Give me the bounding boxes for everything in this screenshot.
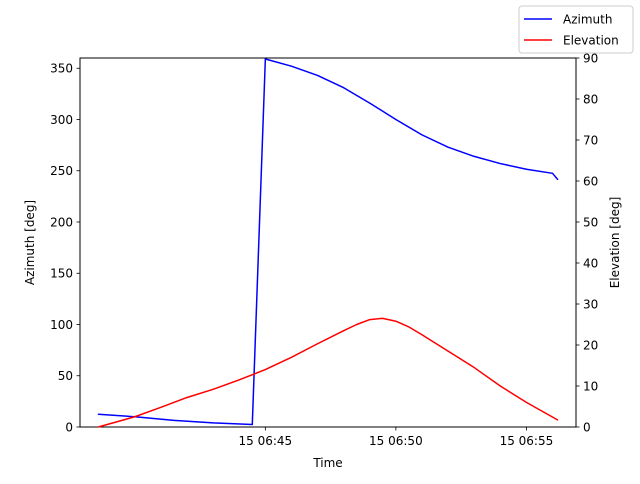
- right-axis-ticks: 0 10 20 30 40 50 60 70 80 90: [576, 51, 598, 434]
- elevation-point: [238, 379, 240, 381]
- elevation-point: [186, 396, 188, 399]
- elevation-point: [343, 330, 345, 332]
- y-right-axis-label: Elevation [deg]: [608, 197, 622, 289]
- y-right-tick-label: 60: [583, 174, 598, 188]
- azimuth-point: [251, 423, 253, 426]
- azimuth-point: [395, 118, 397, 121]
- azimuth-point: [212, 422, 214, 424]
- y-right-tick-label: 30: [583, 297, 598, 311]
- elevation-point: [160, 406, 162, 408]
- elevation-point: [499, 385, 501, 387]
- elevation-point: [382, 317, 384, 319]
- azimuth-point: [173, 419, 175, 421]
- elevation-series-line: [98, 317, 559, 428]
- elevation-point: [290, 356, 293, 358]
- azimuth-point: [473, 155, 475, 157]
- legend: Azimuth Elevation: [518, 5, 634, 54]
- elevation-point: [212, 388, 214, 390]
- elevation-point: [395, 320, 397, 322]
- series-layer: [97, 58, 559, 428]
- azimuth-point: [551, 172, 554, 174]
- legend-box: [518, 5, 634, 54]
- y-right-tick-label: 80: [583, 92, 598, 106]
- azimuth-point: [316, 74, 319, 77]
- elevation-point: [557, 419, 559, 421]
- y-right-tick-label: 20: [583, 338, 598, 352]
- elevation-point: [421, 334, 423, 336]
- elevation-point: [316, 343, 319, 345]
- azimuth-point: [290, 65, 293, 67]
- azimuth-series-line: [98, 58, 559, 426]
- x-axis-label: Time: [312, 456, 342, 470]
- y-right-tick-label: 0: [583, 420, 591, 434]
- plot-area-frame: [79, 57, 577, 428]
- left-axis-ticks: 0 50 100 150 200 250 300 350: [50, 62, 80, 434]
- azimuth-point: [499, 162, 501, 165]
- y-right-tick-label: 10: [583, 379, 598, 393]
- y-left-axis-label: Azimuth [deg]: [23, 200, 37, 285]
- azimuth-point: [447, 146, 449, 148]
- legend-elevation-label: Elevation: [563, 34, 619, 48]
- azimuth-point: [97, 413, 99, 415]
- elevation-point: [264, 369, 266, 371]
- azimuth-point: [421, 134, 423, 136]
- y-right-tick-label: 40: [583, 256, 598, 270]
- azimuth-point: [264, 58, 266, 60]
- y-left-tick-label: 350: [50, 62, 73, 76]
- y-right-tick-label: 70: [583, 133, 598, 147]
- elevation-point: [473, 366, 475, 369]
- x-tick-label: 15 06:50: [369, 434, 423, 448]
- x-tick-label: 15 06:45: [239, 434, 293, 448]
- y-left-tick-label: 0: [65, 420, 73, 434]
- elevation-point: [447, 350, 449, 352]
- azimuth-point: [557, 178, 559, 181]
- elevation-point: [356, 323, 358, 326]
- y-left-tick-label: 50: [58, 369, 73, 383]
- y-right-tick-label: 50: [583, 215, 598, 229]
- y-left-tick-label: 200: [50, 215, 73, 229]
- elevation-point: [525, 401, 528, 403]
- y-left-tick-label: 150: [50, 267, 73, 281]
- azimuth-point: [369, 102, 371, 104]
- legend-azimuth-label: Azimuth: [563, 13, 612, 27]
- y-left-tick-label: 100: [50, 318, 73, 332]
- x-axis-ticks: 15 06:45 15 06:50 15 06:55: [239, 427, 554, 448]
- elevation-point: [408, 326, 410, 328]
- elevation-point: [369, 318, 371, 321]
- y-right-tick-label: 90: [583, 51, 598, 65]
- y-left-tick-label: 250: [50, 164, 73, 178]
- azimuth-point: [525, 168, 528, 170]
- elevation-point: [97, 426, 99, 428]
- x-tick-label: 15 06:55: [500, 434, 554, 448]
- azimuth-point: [343, 87, 345, 89]
- y-left-tick-label: 300: [50, 113, 73, 127]
- elevation-point: [134, 416, 136, 418]
